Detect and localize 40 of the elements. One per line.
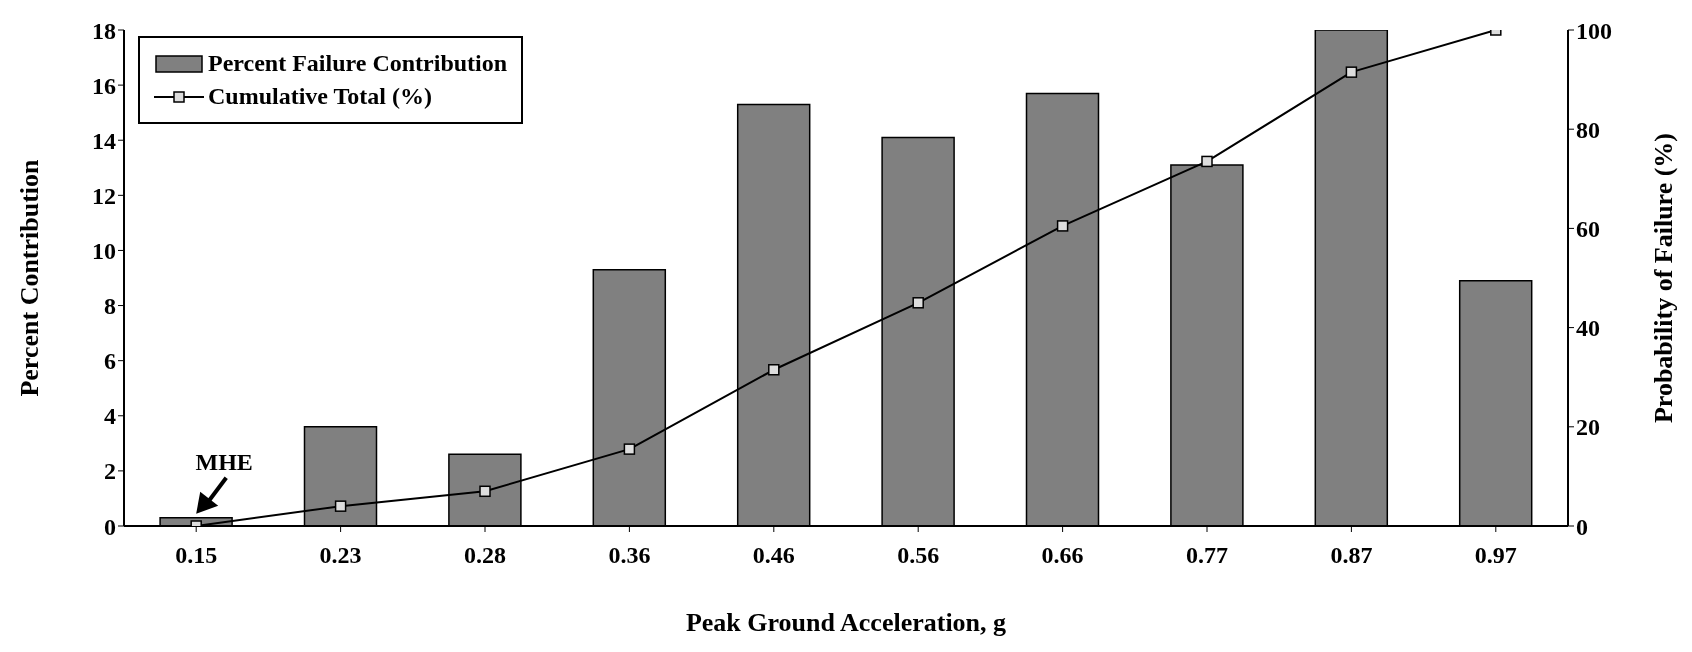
y-axis-title: Percent Contribution — [15, 158, 45, 397]
annotation: MHE — [195, 448, 253, 475]
y-tick-label: 6 — [104, 348, 116, 375]
y2-axis-title: Probability of Failure (%) — [1649, 132, 1679, 424]
y-tick-label: 16 — [92, 72, 116, 99]
x-tick-label: 0.36 — [608, 542, 651, 569]
x-tick-label: 0.97 — [1474, 542, 1517, 569]
x-tick-label: 0.46 — [752, 542, 795, 569]
y-tick-label: 10 — [92, 237, 116, 264]
point — [334, 500, 347, 512]
point — [768, 364, 780, 376]
point — [623, 443, 636, 455]
y-tick-label: 0 — [104, 513, 116, 540]
point — [1345, 66, 1358, 78]
y2-tick-label: 80 — [1576, 116, 1600, 143]
y-tick-label: 18 — [92, 17, 116, 44]
x-tick-label: 0.87 — [1330, 542, 1373, 569]
point — [1201, 155, 1213, 168]
point — [479, 485, 491, 498]
y2-tick-label: 0 — [1576, 513, 1588, 540]
y-tick-label: 8 — [104, 293, 116, 320]
point — [912, 297, 924, 309]
y2-tick-label: 100 — [1576, 17, 1612, 44]
legend-label: Cumulative Total (%) — [208, 83, 433, 110]
legend-label: Percent Failure Contribution — [208, 50, 508, 77]
x-tick-label: 0.28 — [464, 542, 506, 569]
x-tick-label: 0.77 — [1186, 542, 1228, 569]
x-tick-label: 0.15 — [175, 542, 218, 569]
x-tick-label: 0.56 — [897, 542, 940, 569]
y2-tick-label: 40 — [1576, 315, 1600, 342]
y-tick-label: 4 — [104, 403, 116, 430]
y-tick-label: 2 — [104, 458, 116, 485]
point — [1056, 220, 1069, 232]
y-tick-label: 14 — [92, 127, 116, 154]
y-tick-label: 12 — [92, 182, 116, 209]
x-axis-title: Peak Ground Acceleration, g — [685, 608, 1007, 637]
y2-tick-label: 20 — [1576, 414, 1600, 441]
x-tick-label: 0.23 — [319, 542, 362, 569]
y2-tick-label: 60 — [1576, 215, 1600, 242]
x-tick-label: 0.66 — [1041, 542, 1084, 569]
